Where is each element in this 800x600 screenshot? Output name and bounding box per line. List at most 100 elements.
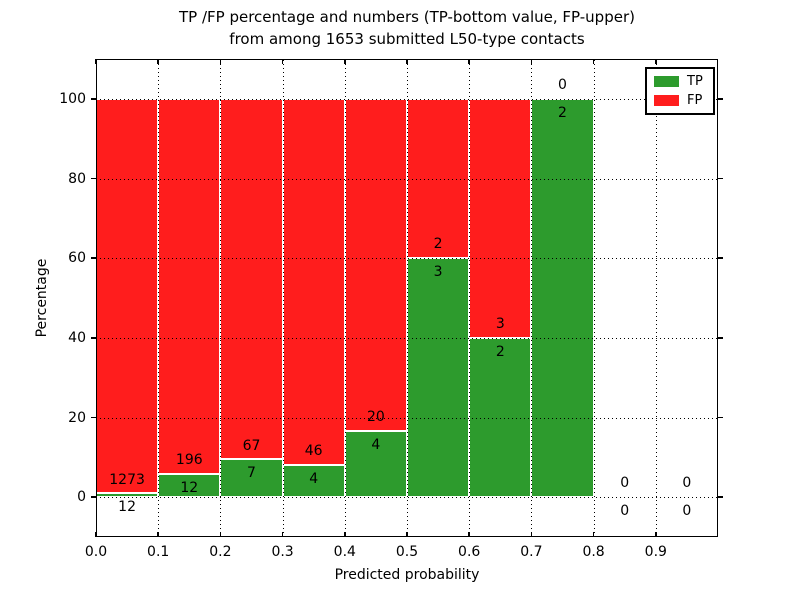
y-axis-tick-right [718,177,723,180]
tp-count-label: 2 [558,104,567,121]
legend-tp-label: TP [687,74,703,89]
y-axis-tick [91,337,96,339]
tp-bar [407,258,470,498]
fp-count-label: 196 [175,452,203,469]
chart-title-line2: from among 1653 submitted L50-type conta… [229,30,585,48]
x-axis-tick [592,532,595,537]
x-axis-tick-top [344,59,346,64]
x-axis-tick [344,532,346,537]
x-axis-tick-top [219,59,222,64]
plot-area: TP FP 1273 12 196 12 67 7 46 4 20 4 2 3 3 2 0 2 0 0 0 0 [91,59,723,537]
fp-bar [469,98,532,338]
chart-title-line1: TP /FP percentage and numbers (TP-bottom… [179,8,635,26]
legend-entry-tp: TP [654,75,706,88]
fp-bar [96,98,159,494]
tp-bar [531,98,594,498]
x-axis-tick-top [468,59,470,64]
y-tick-label: 20 [68,409,86,426]
fp-bar [407,98,470,259]
v-gridline [344,59,346,537]
tp-swatch-icon [654,76,679,87]
x-tick-label: 0.2 [209,544,232,560]
v-gridline [220,59,222,537]
legend: TP FP [645,67,715,115]
fp-count-label: 2 [433,236,443,253]
v-gridline [593,59,595,537]
y-axis-tick [91,98,96,100]
x-axis-tick-top [530,59,533,64]
x-tick-label: 0.5 [395,544,419,560]
y-tick-label: 100 [59,90,86,107]
fp-count-label: 1273 [109,471,145,488]
fp-count-label: 0 [558,76,567,93]
y-tick-label: 80 [68,170,86,187]
tp-count-label: 4 [309,471,319,488]
v-gridline [655,59,657,537]
x-axis-tick [468,532,470,537]
y-axis-tick-right [718,496,723,498]
tp-bar [220,459,283,498]
y-axis-tick-right [718,337,723,339]
fp-count-label: 20 [366,408,385,425]
fp-bar [344,98,407,431]
x-axis-tick-top [281,59,284,64]
y-axis-tick-right [718,257,723,259]
x-tick-label: 0.8 [582,544,605,560]
x-axis-tick-top [95,59,97,64]
y-axis-tick-right [718,416,723,419]
tp-count-label: 4 [371,436,381,453]
v-gridline [469,59,471,537]
x-axis-tick [219,532,222,537]
x-axis-label: Predicted probability [334,567,480,583]
tp-bar [282,465,345,498]
fp-count-label: 0 [620,475,630,492]
y-axis-tick [91,257,96,259]
x-axis-tick-top [655,59,657,64]
y-tick-label: 40 [68,329,86,346]
y-tick-label: 0 [77,489,86,506]
y-axis-tick [91,177,96,180]
fp-count-label: 67 [242,437,261,454]
x-axis-tick [281,532,284,537]
y-axis-label: Percentage [34,258,50,338]
x-axis-tick-top [157,59,159,64]
y-tick-label: 60 [68,250,86,267]
y-axis-tick [91,496,96,498]
tp-bar [469,337,532,498]
x-axis-tick [530,532,533,537]
v-gridline [158,59,160,537]
x-tick-label: 0.6 [458,544,481,560]
legend-entry-fp: FP [654,94,706,107]
x-axis-tick-top [592,59,595,64]
v-gridline [407,59,408,537]
fp-count-label: 46 [304,443,323,460]
v-gridline [531,59,533,537]
tp-count-label: 2 [495,343,505,360]
x-tick-label: 0.4 [333,544,356,560]
x-axis-tick-top [406,59,408,64]
x-axis-tick [95,532,97,537]
x-tick-label: 0.1 [147,544,170,560]
tp-count-label: 12 [118,499,137,516]
fp-bar [220,98,283,460]
fp-count-label: 3 [495,315,505,332]
fp-swatch-icon [654,95,679,106]
x-tick-label: 0.7 [520,544,543,560]
tp-count-label: 0 [682,503,692,520]
tp-count-label: 3 [433,264,443,281]
x-tick-label: 0.3 [271,544,294,560]
x-axis-tick [157,532,159,537]
y-axis-tick-right [718,98,723,100]
x-axis-tick [655,532,657,537]
x-tick-label: 0.0 [84,544,108,560]
v-gridline [282,59,284,537]
fp-bar [282,98,345,466]
x-axis-tick [406,532,408,537]
y-axis-tick [91,416,96,419]
legend-fp-label: FP [687,93,703,108]
tp-count-label: 7 [247,465,256,482]
x-tick-label: 0.9 [644,544,667,560]
tp-count-label: 12 [180,480,199,497]
tp-count-label: 0 [620,503,630,520]
